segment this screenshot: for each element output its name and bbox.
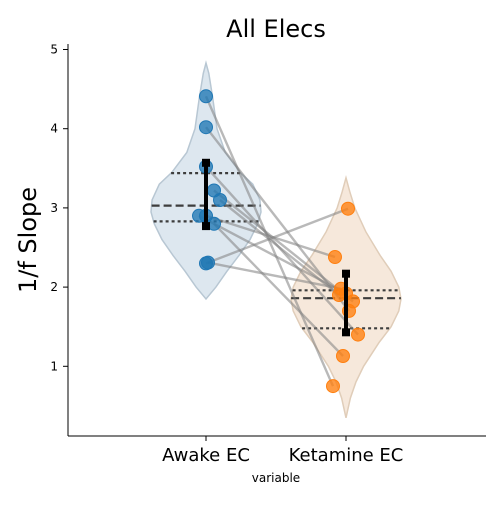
error-bar-cap xyxy=(202,222,210,231)
paired-line xyxy=(205,214,336,259)
x-tick-label: Awake EC xyxy=(162,445,250,466)
error-bar-cap xyxy=(342,328,350,337)
error-bars-layer xyxy=(202,158,350,337)
data-point xyxy=(336,349,350,363)
paired-line xyxy=(205,207,349,265)
data-point xyxy=(199,120,213,135)
axes-layer xyxy=(67,44,486,437)
paired-line xyxy=(213,189,354,303)
data-point xyxy=(326,379,340,394)
y-tick-label: 2 xyxy=(50,280,58,294)
paired-line xyxy=(207,261,342,290)
error-bar-cap xyxy=(202,158,210,167)
y-tick-label: 3 xyxy=(50,201,58,215)
y-tick-label: 4 xyxy=(50,122,58,136)
ticks-layer: 1 2 3 4 5 Awake EC Ketamine EC xyxy=(50,43,403,467)
x-tick-label: Ketamine EC xyxy=(289,445,404,466)
y-tick-label: 5 xyxy=(50,43,58,57)
data-point xyxy=(341,201,355,216)
data-point xyxy=(199,89,213,104)
chart-title: All Elecs xyxy=(226,15,326,43)
y-tick-label: 1 xyxy=(50,359,58,373)
paired-lines-layer xyxy=(198,95,359,387)
paired-line xyxy=(213,222,344,357)
data-point xyxy=(213,193,227,207)
x-axis-label: variable xyxy=(252,471,300,485)
y-axis-label: 1/f Slope xyxy=(14,187,42,293)
data-point xyxy=(351,327,365,342)
paired-line xyxy=(198,214,347,295)
error-bar-cap xyxy=(342,269,350,278)
data-point xyxy=(199,256,213,271)
paired-line xyxy=(204,95,335,387)
data-point xyxy=(328,250,342,264)
